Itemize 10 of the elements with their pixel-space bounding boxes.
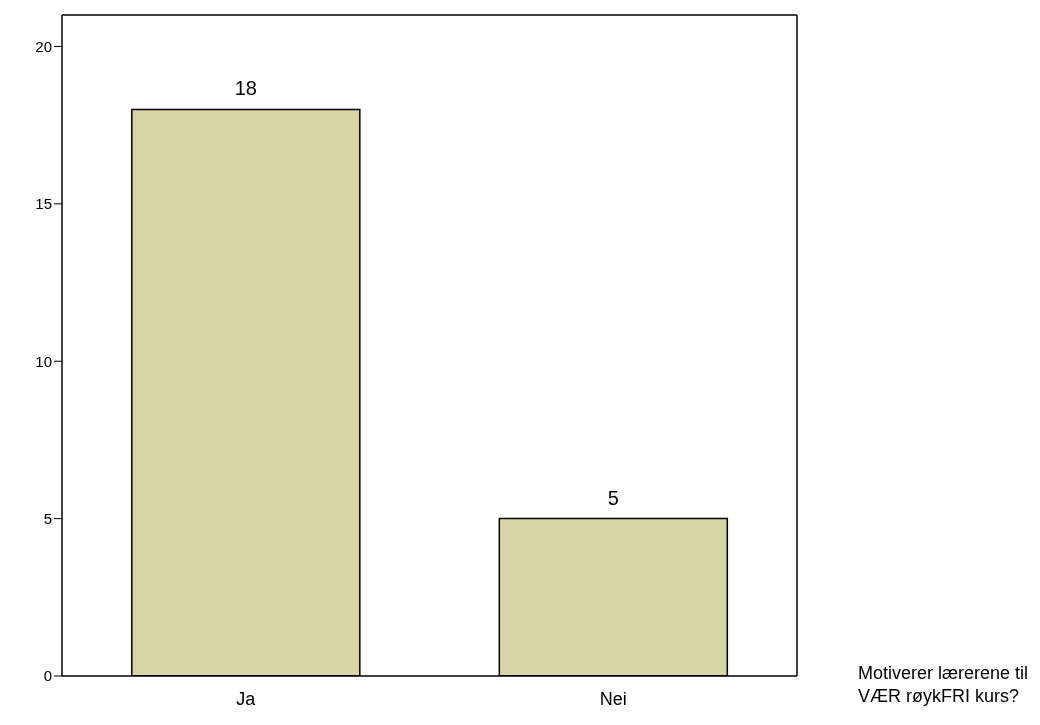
x-tick-label: Ja	[236, 688, 257, 709]
y-tick-label: 0	[43, 667, 52, 685]
data-label: 5	[607, 486, 619, 509]
y-tick-label: 5	[43, 509, 52, 527]
y-tick-label: 10	[35, 352, 52, 370]
x-axis-title: Motiverer lærerene til VÆR røykFRI kurs?	[858, 662, 1030, 708]
data-label: 18	[234, 77, 257, 100]
x-tick-label: Nei	[599, 688, 627, 709]
y-tick-label: 20	[35, 37, 52, 55]
y-tick-label: 15	[35, 195, 52, 213]
